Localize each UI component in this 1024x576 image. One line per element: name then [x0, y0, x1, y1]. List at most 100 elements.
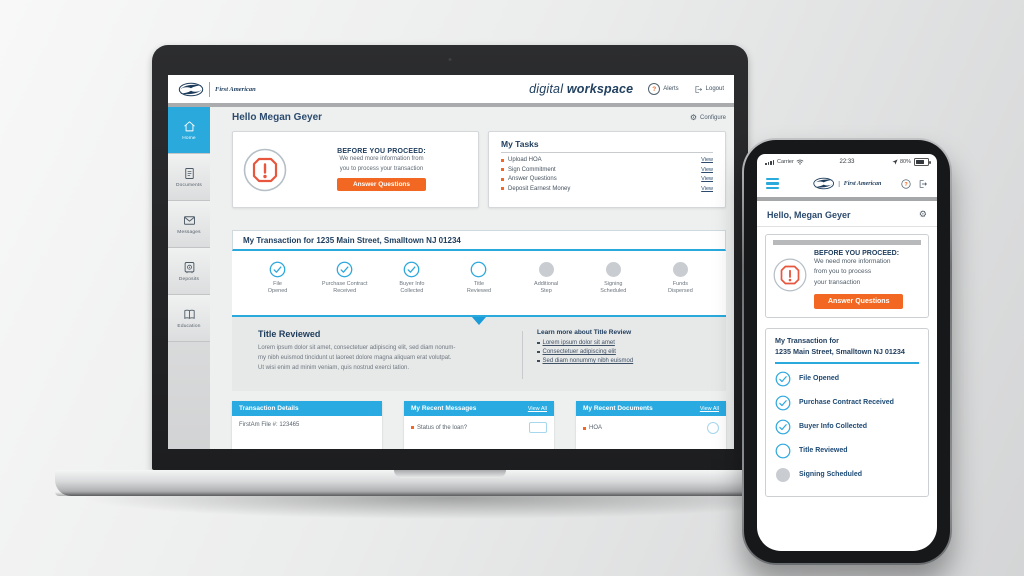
header-divider — [168, 103, 734, 107]
view-all-link[interactable]: View All — [527, 405, 547, 412]
transaction-step[interactable]: Buyer Info Collected — [775, 415, 919, 439]
configure-button[interactable]: ⚙ Configure — [689, 112, 726, 122]
transaction-timeline: File Opened Purchase Contract — [232, 251, 726, 317]
learn-more-links: Lorem ipsum dolor sit amet Consectetuer … — [537, 340, 710, 364]
stop-alert-icon — [773, 250, 807, 309]
sidebar-item-deposits[interactable]: Deposits — [168, 248, 210, 295]
task-item: Sign Commitment View — [501, 167, 713, 173]
step-status-icon — [538, 261, 555, 278]
logout-button[interactable]: Logout — [694, 85, 724, 94]
task-item: Answer Questions View — [501, 176, 713, 182]
timeline-step[interactable]: Buyer Info Collected — [378, 261, 445, 313]
task-view-link[interactable]: View — [701, 185, 713, 192]
row-action-icon[interactable] — [707, 422, 719, 434]
link-bullet — [537, 359, 540, 363]
proceed-title: BEFORE YOU PROCEED: — [337, 148, 426, 156]
timeline-step[interactable]: Additional Step — [513, 261, 580, 313]
step-status-icon — [403, 261, 420, 278]
tasks-title: My Tasks — [501, 139, 713, 153]
stop-alert-icon — [243, 147, 287, 192]
task-item: Upload HOA View — [501, 157, 713, 163]
transaction-step[interactable]: Signing Scheduled — [775, 463, 919, 487]
task-view-link[interactable]: View — [701, 157, 713, 163]
transaction-step[interactable]: Purchase Contract Received — [775, 391, 919, 415]
laptop-base — [55, 470, 845, 496]
task-bullet — [501, 177, 504, 181]
panel-header: My Recent Messages View All — [404, 401, 554, 416]
panel-row: FirstAm File #: 123465 — [239, 422, 300, 428]
document-icon — [184, 168, 194, 179]
row-action-icon[interactable] — [529, 422, 547, 433]
step-status-icon — [672, 261, 689, 278]
transaction-steps-list: File Opened Purchase Contract Received — [775, 367, 919, 487]
row-bullet — [411, 426, 414, 429]
timeline-step[interactable]: Title Reviewed — [445, 261, 512, 313]
link-bullet — [537, 341, 540, 345]
task-view-link[interactable]: View — [701, 176, 713, 182]
sidebar: Home Documents Messages — [168, 107, 211, 449]
laptop-mockup: First American digital workspace ? Alert… — [152, 45, 748, 470]
sidebar-item-messages[interactable]: Messages — [168, 201, 210, 248]
step-status-icon — [605, 261, 622, 278]
learn-more-link[interactable]: Lorem ipsum dolor sit amet — [542, 340, 615, 346]
panel-body: FirstAm File #: 123465 — [232, 416, 382, 449]
timeline-step[interactable]: Funds Dispersed — [647, 261, 714, 313]
page-title: Hello Megan Geyer — [232, 112, 323, 123]
step-status-icon — [269, 261, 286, 278]
gear-icon[interactable]: ⚙ — [918, 209, 927, 219]
sidebar-item-documents[interactable]: Documents — [168, 154, 210, 201]
alerts-button[interactable]: ? Alerts — [648, 83, 679, 95]
brand-name: First American — [838, 180, 881, 187]
transaction-step[interactable]: Title Reviewed — [775, 439, 919, 463]
timeline-step[interactable]: File Opened — [244, 261, 311, 313]
answer-questions-button[interactable]: Answer Questions — [814, 294, 904, 310]
learn-link-item: Sed diam nonummy nibh euismod — [537, 358, 710, 364]
card-top-bar — [773, 240, 921, 245]
step-status-icon — [470, 261, 487, 278]
bottom-panels: Transaction Details FirstAm File #: 1234… — [232, 401, 726, 449]
menu-button[interactable] — [766, 178, 779, 189]
transaction-section: My Transaction for 1235 Main Street, Sma… — [232, 230, 726, 391]
bottom-panel: Transaction Details FirstAm File #: 1234… — [232, 401, 382, 449]
logout-icon[interactable] — [918, 179, 928, 189]
learn-more-link[interactable]: Consectetuer adipiscing elit — [542, 349, 616, 355]
panel-row: Status of the loan? — [411, 422, 547, 433]
first-american-logo-icon — [178, 82, 204, 97]
phone-app-header: First American — [757, 170, 937, 197]
battery-icon — [914, 158, 931, 166]
title-underline — [775, 361, 919, 364]
my-tasks-card: My Tasks Upload HOA View — [488, 131, 726, 208]
phone-screen: Carrier 22:33 80% — [757, 154, 937, 551]
sidebar-item-education[interactable]: Education — [168, 295, 210, 342]
timeline-step[interactable]: Signing Scheduled — [580, 261, 647, 313]
phone-front: Carrier 22:33 80% — [744, 140, 950, 563]
sidebar-item-home[interactable]: Home — [168, 107, 210, 154]
view-all-link[interactable]: View All — [699, 405, 719, 412]
step-detail-title: Title Reviewed — [258, 329, 321, 339]
battery-percent-label: 80% — [899, 159, 911, 165]
timeline-step[interactable]: Purchase Contract Received — [311, 261, 378, 313]
detail-divider — [522, 331, 523, 379]
laptop-lid-notch — [394, 470, 506, 478]
location-arrow-icon — [892, 159, 898, 165]
learn-more-link[interactable]: Sed diam nonummy nibh euismod — [542, 358, 634, 364]
step-status-icon — [775, 419, 791, 435]
transaction-card: My Transaction for 1235 Main Street, Sma… — [765, 328, 929, 497]
transaction-step[interactable]: File Opened — [775, 367, 919, 391]
panel-body: Status of the loan? — [404, 416, 554, 449]
step-status-icon — [775, 371, 791, 387]
alerts-icon[interactable] — [901, 178, 911, 189]
first-american-logo-icon: First American — [813, 177, 881, 190]
learn-link-item: Lorem ipsum dolor sit amet — [537, 340, 710, 346]
phone-mockup: Carrier 22:33 80% — [742, 138, 952, 565]
task-item: Deposit Earnest Money View — [501, 186, 713, 192]
link-bullet — [537, 350, 540, 354]
answer-questions-button[interactable]: Answer Questions — [336, 177, 427, 191]
brand-name: First American — [215, 85, 256, 93]
home-icon — [183, 121, 195, 132]
learn-more-title: Learn more about Title Review — [537, 329, 632, 336]
step-status-icon — [775, 395, 791, 411]
step-status-icon — [775, 467, 791, 483]
task-view-link[interactable]: View — [701, 166, 713, 173]
